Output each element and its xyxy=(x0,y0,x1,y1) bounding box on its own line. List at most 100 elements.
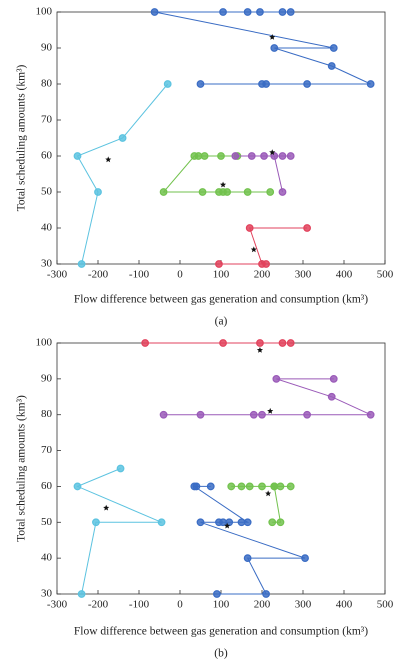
point xyxy=(243,188,252,196)
point xyxy=(77,590,86,598)
point xyxy=(223,188,232,196)
star-marker xyxy=(250,246,257,253)
point xyxy=(301,554,309,563)
y-tick-label: 90 xyxy=(41,372,53,384)
star-marker xyxy=(256,346,263,353)
star-marker xyxy=(269,34,276,40)
y-tick-label: 100 xyxy=(36,6,53,18)
point xyxy=(231,152,240,160)
x-tick-label: -300 xyxy=(47,599,68,611)
star-marker xyxy=(269,149,276,155)
star-marker xyxy=(265,490,272,497)
point xyxy=(249,410,258,419)
point xyxy=(245,482,254,491)
point xyxy=(227,482,236,491)
y-tick-label: 90 xyxy=(41,42,53,54)
star-marker xyxy=(224,522,231,529)
star-marker xyxy=(267,407,274,414)
x-tick-label: 100 xyxy=(213,599,230,611)
x-tick-label: -100 xyxy=(129,599,150,611)
point xyxy=(262,260,271,268)
x-tick-label: 300 xyxy=(295,599,312,611)
series-line xyxy=(154,11,371,85)
point xyxy=(278,152,287,160)
point xyxy=(286,339,295,347)
y-tick-label: 30 xyxy=(41,588,53,600)
point xyxy=(196,410,205,419)
point xyxy=(278,8,287,16)
point xyxy=(262,590,271,598)
star-marker xyxy=(220,181,227,188)
point xyxy=(258,482,266,491)
x-tick-label: 500 xyxy=(377,599,394,611)
point xyxy=(141,339,150,347)
point xyxy=(268,518,277,527)
star-marker xyxy=(105,156,112,163)
x-tick-label: 200 xyxy=(254,599,271,611)
point xyxy=(243,8,252,16)
y-tick-label: 50 xyxy=(41,186,53,198)
point xyxy=(272,374,281,383)
point xyxy=(217,152,225,160)
series-line xyxy=(235,155,291,193)
x-tick-label: 400 xyxy=(336,599,353,611)
x-axis-title: Flow difference between gas generation a… xyxy=(74,626,368,638)
point xyxy=(190,482,199,491)
x-tick-label: 0 xyxy=(177,269,183,281)
point xyxy=(159,410,168,419)
x-tick-label: -100 xyxy=(129,269,150,281)
point xyxy=(237,482,246,491)
series-line xyxy=(76,468,162,595)
y-tick-label: 100 xyxy=(36,337,53,349)
y-tick-label: 40 xyxy=(41,222,53,234)
point xyxy=(303,224,312,232)
y-tick-label: 40 xyxy=(41,552,53,564)
x-tick-label: 300 xyxy=(295,269,312,281)
x-tick-label: 500 xyxy=(377,269,394,281)
point xyxy=(219,8,227,16)
y-axis-title: Total scheduling amounts (km³) xyxy=(16,64,28,211)
point xyxy=(245,224,254,232)
x-tick-label: 400 xyxy=(336,269,353,281)
point xyxy=(163,80,172,88)
point xyxy=(73,152,82,160)
series-line xyxy=(162,155,271,193)
series-line xyxy=(218,227,308,265)
y-tick-label: 60 xyxy=(41,150,53,162)
point xyxy=(270,482,279,491)
point xyxy=(329,374,338,383)
point xyxy=(159,188,168,196)
point xyxy=(256,339,264,347)
point xyxy=(366,80,375,88)
y-tick-label: 70 xyxy=(41,114,53,126)
point xyxy=(196,518,205,527)
point xyxy=(303,80,312,88)
y-tick-label: 80 xyxy=(41,408,53,420)
point xyxy=(329,44,338,52)
point xyxy=(198,188,207,196)
point xyxy=(212,590,221,598)
point xyxy=(303,410,312,419)
point xyxy=(215,260,223,268)
series-line xyxy=(192,485,306,595)
point xyxy=(196,80,205,88)
point xyxy=(237,518,246,527)
point xyxy=(278,188,287,196)
y-tick-label: 30 xyxy=(41,258,53,270)
point xyxy=(150,8,159,16)
x-tick-label: 200 xyxy=(254,269,271,281)
point xyxy=(206,482,215,491)
point xyxy=(327,392,336,401)
series-line xyxy=(163,378,371,416)
x-tick-label: 0 xyxy=(177,599,183,611)
x-axis-title: Flow difference between gas generation a… xyxy=(74,294,368,306)
point xyxy=(157,518,166,527)
x-tick-label: -200 xyxy=(88,599,109,611)
point xyxy=(366,410,375,419)
x-tick-label: 100 xyxy=(213,269,230,281)
point xyxy=(278,339,287,347)
point xyxy=(327,62,336,70)
point xyxy=(286,8,295,16)
point xyxy=(286,152,295,160)
